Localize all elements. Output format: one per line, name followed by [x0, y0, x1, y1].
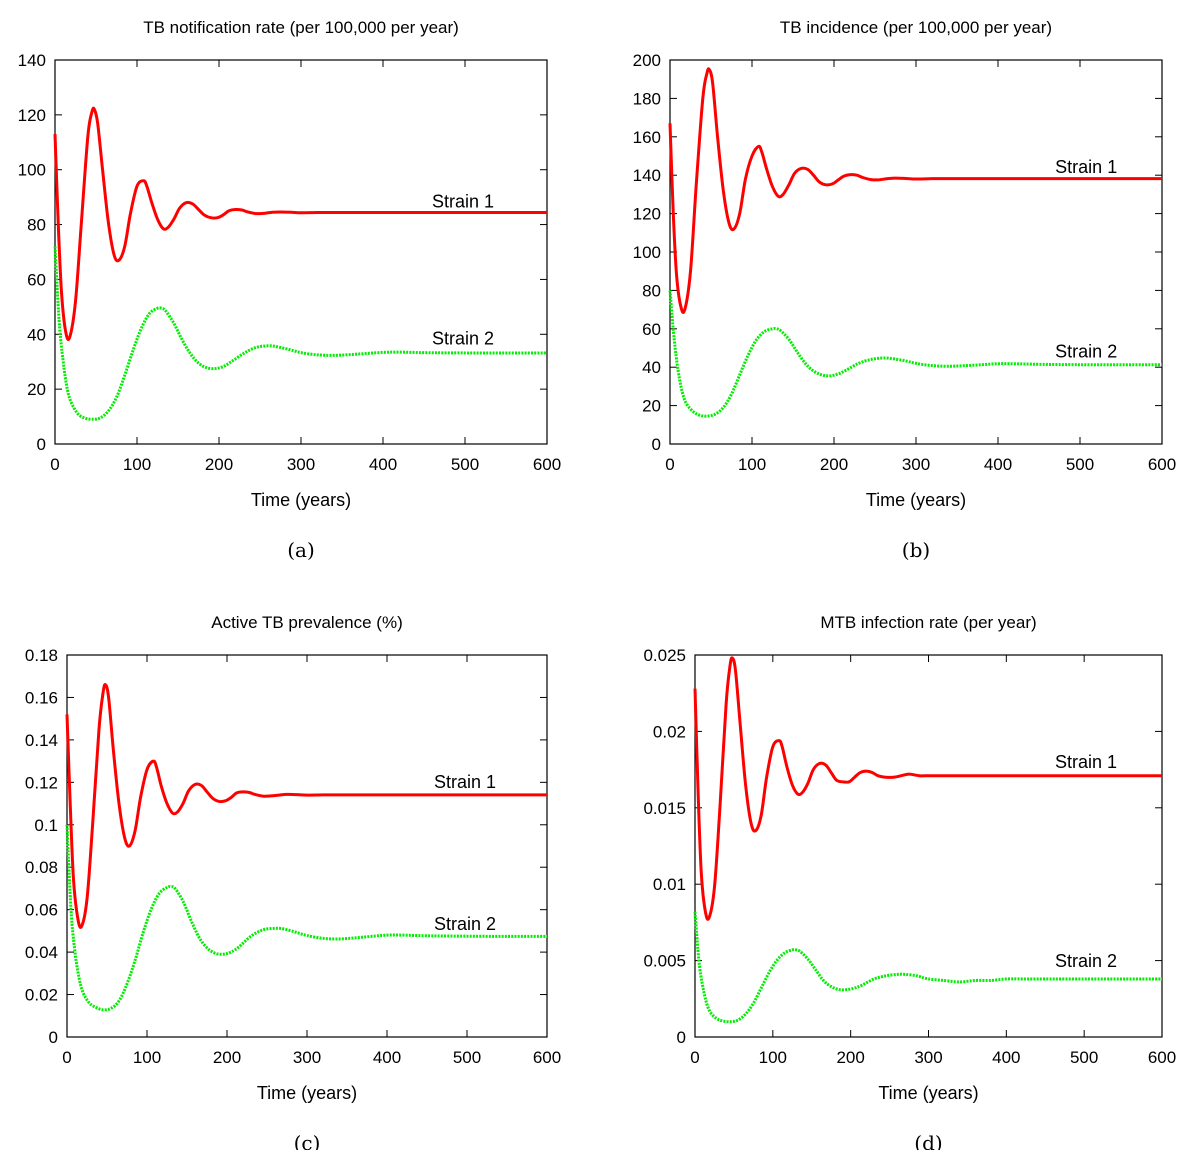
series-line-strain-1 — [65, 683, 547, 929]
x-tick-label: 200 — [213, 1048, 241, 1067]
y-tick-label: 120 — [18, 106, 46, 125]
series-label-strain-2: Strain 2 — [432, 329, 494, 349]
x-tick-label: 0 — [665, 455, 674, 474]
y-tick-label: 0.025 — [643, 646, 686, 665]
y-tick-label: 40 — [642, 358, 661, 377]
chart-panel-a: TB notification rate (per 100,000 per ye… — [18, 18, 562, 562]
x-axis-label: Time (years) — [257, 1083, 357, 1103]
x-tick-label: 300 — [293, 1048, 321, 1067]
y-tick-label: 80 — [642, 281, 661, 300]
series-line-strain-2 — [65, 824, 548, 1012]
x-tick-label: 200 — [205, 455, 233, 474]
panel-label: (a) — [287, 538, 315, 562]
panel-label: (b) — [902, 538, 930, 562]
series-line-strain-1 — [53, 106, 547, 341]
x-tick-label: 500 — [1066, 455, 1094, 474]
x-axis-label: Time (years) — [878, 1083, 978, 1103]
x-axis-label: Time (years) — [251, 490, 351, 510]
y-tick-label: 140 — [18, 51, 46, 70]
series-label-strain-1: Strain 1 — [432, 192, 494, 212]
x-tick-label: 600 — [1148, 455, 1176, 474]
x-tick-label: 100 — [133, 1048, 161, 1067]
plot-frame — [66, 654, 548, 1038]
y-tick-label: 0.06 — [25, 901, 58, 920]
y-tick-label: 160 — [633, 128, 661, 147]
x-tick-label: 600 — [533, 455, 561, 474]
x-tick-label: 400 — [992, 1048, 1020, 1067]
x-tick-label: 100 — [738, 455, 766, 474]
y-tick-label: 0.18 — [25, 646, 58, 665]
y-tick-label: 0 — [652, 435, 661, 454]
y-tick-label: 0 — [677, 1028, 686, 1047]
y-tick-label: 140 — [633, 166, 661, 185]
series-label-strain-1: Strain 1 — [434, 772, 496, 792]
x-tick-label: 400 — [369, 455, 397, 474]
x-tick-label: 600 — [1148, 1048, 1176, 1067]
series-line-strain-2 — [668, 290, 1162, 418]
x-tick-label: 300 — [287, 455, 315, 474]
plot-frame — [54, 59, 548, 445]
y-tick-label: 80 — [27, 216, 46, 235]
x-tick-label: 400 — [373, 1048, 401, 1067]
x-tick-label: 600 — [533, 1048, 561, 1067]
plot-frame — [669, 59, 1163, 445]
y-tick-label: 40 — [27, 325, 46, 344]
x-tick-label: 0 — [690, 1048, 699, 1067]
y-tick-label: 120 — [633, 205, 661, 224]
x-tick-label: 100 — [759, 1048, 787, 1067]
y-tick-label: 60 — [27, 270, 46, 289]
x-tick-label: 100 — [123, 455, 151, 474]
x-tick-label: 400 — [984, 455, 1012, 474]
y-tick-label: 0.02 — [653, 722, 686, 741]
series-line-strain-1 — [668, 67, 1162, 314]
chart-title: TB notification rate (per 100,000 per ye… — [143, 18, 459, 37]
panel-label: (c) — [294, 1131, 321, 1150]
y-tick-label: 100 — [18, 161, 46, 180]
x-tick-label: 0 — [62, 1048, 71, 1067]
x-tick-label: 300 — [914, 1048, 942, 1067]
y-tick-label: 0.12 — [25, 773, 58, 792]
y-tick-label: 0.14 — [25, 731, 58, 750]
x-tick-label: 200 — [820, 455, 848, 474]
chart-panel-b: TB incidence (per 100,000 per year) 0 100 2… — [633, 18, 1177, 562]
y-tick-label: 180 — [633, 89, 661, 108]
series-line-strain-1 — [693, 656, 1162, 921]
y-tick-label: 0.1 — [34, 816, 58, 835]
y-tick-label: 0.015 — [643, 799, 686, 818]
x-tick-label: 500 — [453, 1048, 481, 1067]
x-tick-label: 0 — [50, 455, 59, 474]
panel-label: (d) — [914, 1131, 942, 1150]
x-tick-label: 500 — [451, 455, 479, 474]
y-tick-label: 0 — [37, 435, 46, 454]
chart-title: TB incidence (per 100,000 per year) — [780, 18, 1052, 37]
chart-title: Active TB prevalence (%) — [211, 613, 402, 632]
y-tick-label: 0.16 — [25, 688, 58, 707]
y-tick-label: 20 — [27, 380, 46, 399]
series-label-strain-1: Strain 1 — [1055, 157, 1117, 177]
y-tick-label: 0.02 — [25, 986, 58, 1005]
series-line-strain-2 — [693, 911, 1162, 1024]
series-label-strain-2: Strain 2 — [1055, 951, 1117, 971]
chart-panel-d: MTB infection rate (per year) 0 100 200 300 4… — [643, 613, 1176, 1150]
x-tick-label: 200 — [836, 1048, 864, 1067]
x-axis-label: Time (years) — [866, 490, 966, 510]
series-label-strain-2: Strain 2 — [1055, 341, 1117, 361]
series-label-strain-1: Strain 1 — [1055, 752, 1117, 772]
y-tick-label: 200 — [633, 51, 661, 70]
series-line-strain-2 — [53, 246, 547, 421]
y-tick-label: 0.08 — [25, 858, 58, 877]
series-label-strain-2: Strain 2 — [434, 914, 496, 934]
chart-title: MTB infection rate (per year) — [820, 613, 1036, 632]
y-tick-label: 20 — [642, 397, 661, 416]
y-tick-label: 0.01 — [653, 875, 686, 894]
y-tick-label: 60 — [642, 320, 661, 339]
y-tick-label: 100 — [633, 243, 661, 262]
chart-panel-c: Active TB prevalence (%) 0 100 200 300 400 500… — [25, 613, 561, 1150]
x-tick-label: 300 — [902, 455, 930, 474]
y-tick-label: 0.005 — [643, 952, 686, 971]
y-tick-label: 0.04 — [25, 943, 58, 962]
x-tick-label: 500 — [1070, 1048, 1098, 1067]
y-tick-label: 0 — [49, 1028, 58, 1047]
